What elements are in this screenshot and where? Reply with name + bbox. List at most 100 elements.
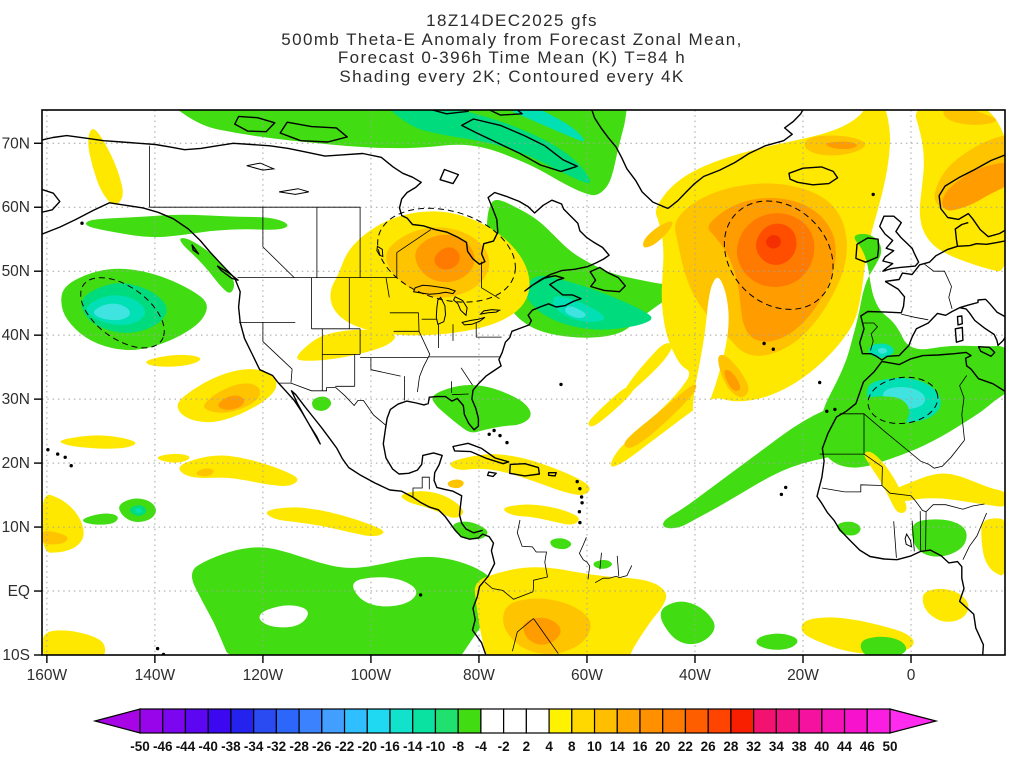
anomaly-region-o bbox=[942, 163, 1005, 211]
coastline bbox=[42, 202, 496, 655]
anomaly-region-go bbox=[943, 110, 997, 125]
contour-line bbox=[377, 207, 516, 303]
anomaly-region-y bbox=[157, 453, 190, 463]
colorbar-tick-label--22: -22 bbox=[335, 739, 355, 754]
colorbar-tick-label--28: -28 bbox=[289, 739, 309, 754]
coastline bbox=[959, 298, 1005, 318]
lake-outline bbox=[412, 284, 457, 295]
island-outline bbox=[216, 265, 239, 281]
border-line bbox=[616, 555, 620, 577]
border-line bbox=[594, 565, 633, 584]
coastline bbox=[957, 240, 1005, 247]
island-outline bbox=[956, 315, 963, 326]
colorbar-tick-label-20: 20 bbox=[655, 739, 670, 754]
small-islands bbox=[46, 192, 875, 655]
anomaly-region-go bbox=[42, 531, 68, 545]
island-dot bbox=[871, 192, 875, 197]
colorbar-tick-label--10: -10 bbox=[426, 739, 446, 754]
lat-label-20N: 20N bbox=[2, 455, 30, 472]
colorbar-cell-2 bbox=[184, 708, 209, 734]
colorbar-tick-label-10: 10 bbox=[587, 739, 602, 754]
lon-label-40W: 40W bbox=[679, 667, 711, 684]
anomaly-region-g bbox=[85, 214, 288, 238]
title-field-description: 500mb Theta-E Anomaly from Forecast Zona… bbox=[281, 29, 743, 49]
colorbar-tick-label--20: -20 bbox=[358, 739, 378, 754]
island-outline bbox=[486, 471, 497, 478]
colorbar-cell-3 bbox=[207, 708, 232, 734]
island-outline bbox=[977, 346, 996, 357]
island-dot bbox=[498, 433, 502, 438]
colorbar-tick-label-22: 22 bbox=[678, 739, 693, 754]
colorbar-tick-label-40: 40 bbox=[814, 739, 829, 754]
colorbar-cell-26 bbox=[730, 708, 755, 734]
colorbar-tick-label--4: -4 bbox=[475, 739, 487, 754]
colorbar-cell-16 bbox=[503, 708, 527, 734]
island-outline bbox=[589, 266, 626, 293]
island-dot bbox=[155, 646, 160, 651]
colorbar-cell-32 bbox=[866, 708, 891, 734]
lon-label-80W: 80W bbox=[463, 667, 495, 684]
colorbar-cell-18 bbox=[548, 708, 573, 734]
anomaly-region-o bbox=[218, 395, 245, 410]
colorbar-tick-label--14: -14 bbox=[403, 739, 423, 754]
colorbar-cell-23 bbox=[662, 708, 687, 734]
colorbar: -50 -46 -44 -40 -38 -34 -32 -28 -26 -22 -20 -16 -14-… bbox=[92, 708, 939, 754]
colorbar-cell-12 bbox=[412, 708, 437, 734]
border-line bbox=[451, 393, 469, 396]
border-line bbox=[924, 263, 952, 287]
colorbar-tick-label--38: -38 bbox=[221, 739, 241, 754]
colorbar-tick-label-34: 34 bbox=[769, 739, 785, 754]
colorbar-cell-19 bbox=[571, 708, 596, 734]
shaded-anomaly-regions bbox=[42, 110, 1005, 655]
anomaly-region-g bbox=[432, 385, 531, 433]
colorbar-cell-27 bbox=[753, 708, 777, 734]
anomaly-region-y bbox=[179, 455, 298, 487]
island-dot bbox=[833, 407, 837, 412]
colorbar-tick-label-28: 28 bbox=[723, 739, 739, 754]
lake-outline bbox=[452, 296, 468, 317]
anomaly-region-g bbox=[837, 521, 861, 536]
border-line bbox=[533, 618, 559, 654]
anomaly-region-y bbox=[42, 630, 106, 655]
anomaly-region-o bbox=[826, 141, 857, 150]
island-dot bbox=[505, 440, 509, 445]
island-outline bbox=[279, 121, 348, 143]
coastline bbox=[859, 280, 1005, 361]
lake-outline bbox=[479, 309, 502, 315]
anomaly-region-g bbox=[860, 636, 907, 655]
anomaly-region-y bbox=[88, 129, 123, 205]
contour-line bbox=[80, 277, 165, 349]
colorbar-cell-1 bbox=[162, 708, 187, 734]
border-line bbox=[516, 519, 548, 592]
border-line bbox=[881, 485, 927, 513]
lat-label-40N: 40N bbox=[2, 327, 30, 344]
coastline bbox=[42, 134, 610, 534]
island-outline bbox=[954, 326, 964, 343]
anomaly-region-y bbox=[981, 518, 1005, 576]
anomaly-region-w bbox=[259, 605, 308, 628]
border-line bbox=[396, 229, 432, 253]
island-dot bbox=[578, 520, 582, 525]
colorbar-cell-24 bbox=[684, 708, 709, 734]
anomaly-region-go bbox=[447, 479, 464, 489]
colorbar-tick-label-14: 14 bbox=[610, 739, 626, 754]
border-line bbox=[925, 511, 927, 551]
anomaly-region-aq bbox=[510, 110, 584, 142]
border-line bbox=[962, 512, 987, 560]
island-outline bbox=[430, 110, 469, 115]
colorbar-tick-label-44: 44 bbox=[837, 739, 853, 754]
border-line bbox=[481, 261, 500, 300]
anomaly-region-o bbox=[724, 369, 741, 391]
colorbar-cell-15 bbox=[480, 708, 505, 734]
border-line bbox=[290, 369, 293, 383]
anomaly-region-cy bbox=[565, 306, 586, 318]
lake-outline bbox=[435, 296, 447, 326]
colorbar-cell-17 bbox=[525, 708, 550, 734]
colorbar-tick-label-26: 26 bbox=[701, 739, 717, 754]
colorbar-tick-label--2: -2 bbox=[498, 739, 510, 754]
anomaly-region-g bbox=[180, 238, 235, 293]
island-dot bbox=[784, 485, 788, 490]
colorbar-left-arrow bbox=[92, 708, 141, 734]
lakes bbox=[246, 162, 913, 548]
anomaly-region-aq bbox=[552, 296, 605, 322]
